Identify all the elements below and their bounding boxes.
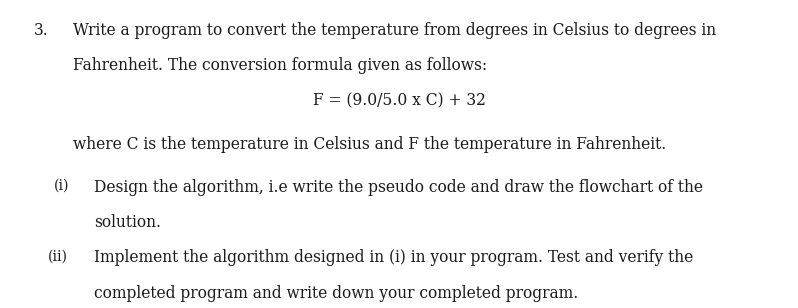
Text: (ii): (ii): [48, 249, 68, 263]
Text: 3.: 3.: [34, 22, 48, 38]
Text: solution.: solution.: [94, 214, 161, 231]
Text: completed program and write down your completed program.: completed program and write down your co…: [94, 285, 579, 302]
Text: Fahrenheit. The conversion formula given as follows:: Fahrenheit. The conversion formula given…: [73, 57, 488, 74]
Text: (i): (i): [54, 179, 69, 192]
Text: Design the algorithm, i.e write the pseudo code and draw the flowchart of the: Design the algorithm, i.e write the pseu…: [94, 179, 703, 196]
Text: where C is the temperature in Celsius and F the temperature in Fahrenheit.: where C is the temperature in Celsius an…: [73, 136, 666, 152]
Text: Implement the algorithm designed in (i) in your program. Test and verify the: Implement the algorithm designed in (i) …: [94, 249, 693, 266]
Text: Write a program to convert the temperature from degrees in Celsius to degrees in: Write a program to convert the temperatu…: [73, 22, 717, 38]
Text: F = (9.0/5.0 x C) + 32: F = (9.0/5.0 x C) + 32: [313, 92, 485, 109]
